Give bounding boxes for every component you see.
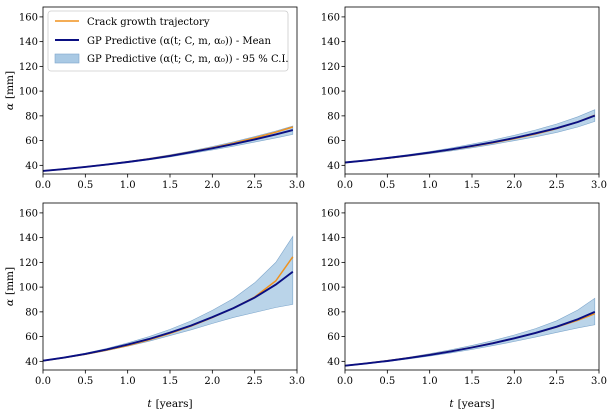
legend-ci-label: GP Predictive (α(t; C, m, α₀)) - 95 % C.… — [87, 54, 289, 65]
y-tick-label: 160 — [19, 208, 38, 219]
x-tick-label: 1.5 — [464, 376, 480, 387]
legend-box — [47, 10, 289, 72]
x-tick-label: 0.0 — [337, 376, 353, 387]
ci-band — [42, 235, 294, 362]
x-tick-label: 0.5 — [379, 180, 395, 191]
y-tick-label: 120 — [321, 258, 340, 269]
y-tick-label: 80 — [25, 111, 38, 122]
x-tick-label: 1.5 — [162, 180, 178, 191]
y-tick-label: 140 — [19, 37, 38, 48]
chart-panel-bottom-left: 0.0 0.5 1.0 1.5 2.0 2.5 3.0 40 60 80 100 120 140 160 α… — [4, 202, 305, 410]
axes-frame — [344, 202, 600, 371]
ci-band — [344, 297, 596, 367]
y-tick-label: 140 — [321, 233, 340, 244]
x-tick-label: 0.0 — [35, 180, 51, 191]
y-tick-label: 100 — [19, 87, 38, 98]
y-tick-label: 60 — [25, 332, 38, 343]
legend-ci-swatch — [54, 53, 80, 64]
x-tick-label: 2.5 — [247, 376, 263, 387]
x-tick-label: 1.5 — [162, 376, 178, 387]
x-tick-label: 0.5 — [379, 376, 395, 387]
x-tick-label: 2.0 — [204, 180, 220, 191]
x-tick-label: 3.0 — [591, 376, 607, 387]
axes-frame — [344, 6, 600, 175]
x-tick-label: 0.0 — [35, 376, 51, 387]
y-tick-label: 140 — [321, 37, 340, 48]
x-tick-label: 2.5 — [549, 180, 565, 191]
y-tick-label: 100 — [19, 283, 38, 294]
y-tick-label: 80 — [25, 307, 38, 318]
x-tick-label: 0.5 — [77, 376, 93, 387]
chart-panel-top-right: 0.0 0.5 1.0 1.5 2.0 2.5 3.0 40 60 80 100 120 140 160 — [321, 6, 607, 191]
y-tick-label: 160 — [321, 208, 340, 219]
ci-band — [42, 125, 294, 172]
y-tick-label: 40 — [327, 357, 340, 368]
ci-band — [344, 109, 596, 164]
x-tick-label: 2.0 — [506, 180, 522, 191]
trajectory-line — [42, 126, 294, 172]
chart-panel-top-left: 0.0 0.5 1.0 1.5 2.0 2.5 3.0 40 60 80 100 120 140 160 α… — [4, 6, 305, 191]
y-tick-label: 40 — [327, 161, 340, 172]
x-tick-label: 1.5 — [464, 180, 480, 191]
legend-mean-label: GP Predictive (α(t; C, m, α₀)) - Mean — [87, 36, 272, 47]
y-tick-label: 160 — [19, 12, 38, 23]
x-tick-label: 3.0 — [289, 376, 305, 387]
x-tick-label: 1.0 — [422, 180, 438, 191]
y-tick-label: 160 — [321, 12, 340, 23]
legend: Crack growth trajectory GP Predictive (α(… — [47, 10, 289, 72]
y-tick-label: 140 — [19, 233, 38, 244]
x-tick-label: 1.0 — [120, 180, 136, 191]
x-axis-label: t [years] — [147, 398, 192, 410]
x-tick-label: 3.0 — [289, 180, 305, 191]
mean-line — [42, 129, 294, 172]
chart-panel-bottom-right: 0.0 0.5 1.0 1.5 2.0 2.5 3.0 40 60 80 100 120 140 160 t… — [321, 202, 607, 410]
y-axis-label: α[mm] — [4, 71, 16, 110]
legend-trajectory-label: Crack growth trajectory — [87, 17, 210, 28]
trajectory-line — [344, 114, 596, 164]
y-tick-label: 100 — [321, 283, 340, 294]
x-tick-label: 3.0 — [591, 180, 607, 191]
x-tick-label: 0.5 — [77, 180, 93, 191]
x-tick-label: 2.5 — [247, 180, 263, 191]
x-tick-label: 1.0 — [422, 376, 438, 387]
mean-line — [344, 114, 596, 164]
x-tick-label: 2.0 — [506, 376, 522, 387]
mean-line — [42, 270, 294, 362]
x-tick-label: 0.0 — [337, 180, 353, 191]
y-tick-label: 120 — [321, 62, 340, 73]
y-tick-label: 40 — [25, 357, 38, 368]
y-tick-label: 80 — [327, 111, 340, 122]
y-tick-label: 120 — [19, 258, 38, 269]
y-tick-label: 120 — [19, 62, 38, 73]
x-tick-label: 1.0 — [120, 376, 136, 387]
x-tick-label: 2.5 — [549, 376, 565, 387]
y-tick-label: 60 — [327, 136, 340, 147]
y-tick-label: 40 — [25, 161, 38, 172]
y-tick-label: 60 — [25, 136, 38, 147]
y-tick-label: 100 — [321, 87, 340, 98]
x-tick-label: 2.0 — [204, 376, 220, 387]
y-axis-label: α[mm] — [4, 267, 16, 306]
y-tick-label: 60 — [327, 332, 340, 343]
x-axis-label: t [years] — [449, 398, 494, 410]
y-tick-label: 80 — [327, 307, 340, 318]
mean-line — [344, 311, 596, 367]
